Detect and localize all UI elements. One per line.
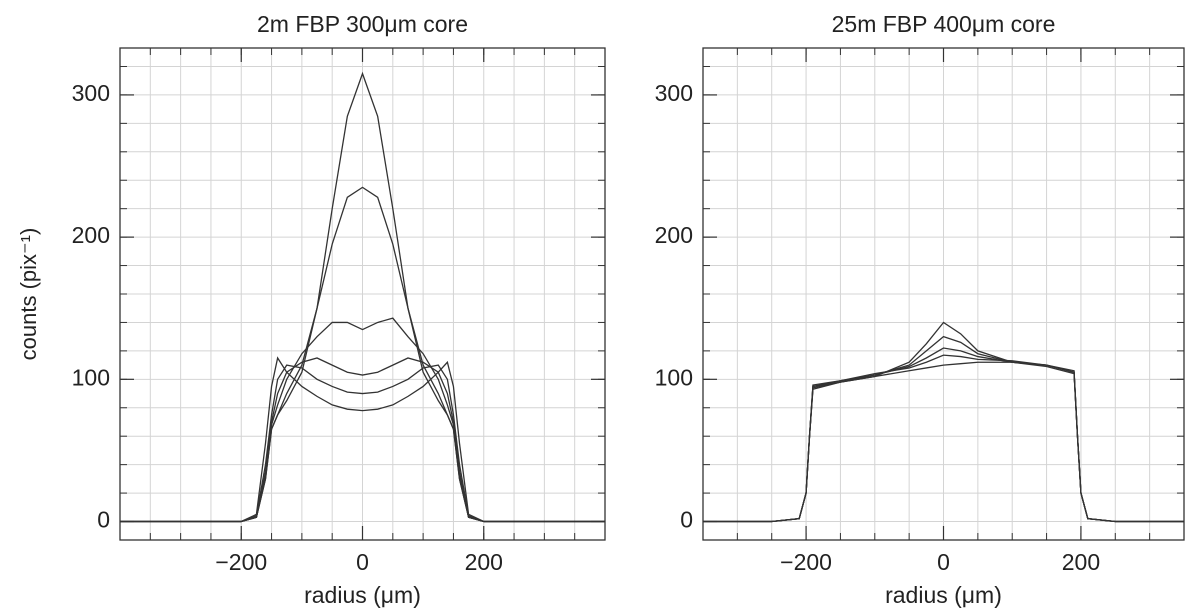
y-tick-label: 0 [680, 507, 693, 533]
y-tick-label: 0 [97, 507, 110, 533]
y-tick-label: 100 [655, 364, 693, 390]
panel-title: 2m FBP 300μm core [257, 11, 468, 37]
x-tick-label: 200 [1062, 549, 1100, 575]
data-line [120, 317, 605, 523]
plot-frame [119, 47, 606, 541]
data-line [120, 357, 605, 523]
y-tick-label: 300 [72, 80, 110, 106]
plot-frame [702, 47, 1185, 541]
x-axis-label: radius (μm) [304, 582, 421, 608]
x-tick-label: 0 [937, 549, 950, 575]
data-line [120, 356, 605, 523]
y-tick-label: 200 [72, 222, 110, 248]
x-axis-label: radius (μm) [885, 582, 1002, 608]
panel-title: 25m FBP 400μm core [832, 11, 1056, 37]
data-line [703, 361, 1184, 523]
y-tick-label: 300 [655, 80, 693, 106]
x-tick-label: 0 [356, 549, 369, 575]
y-tick-label: 200 [655, 222, 693, 248]
x-tick-label: 200 [465, 549, 503, 575]
y-tick-label: 100 [72, 364, 110, 390]
data-line [120, 364, 605, 523]
x-tick-label: −200 [780, 549, 832, 575]
x-tick-label: −200 [215, 549, 267, 575]
y-axis-label: counts (pix⁻¹) [16, 228, 41, 361]
